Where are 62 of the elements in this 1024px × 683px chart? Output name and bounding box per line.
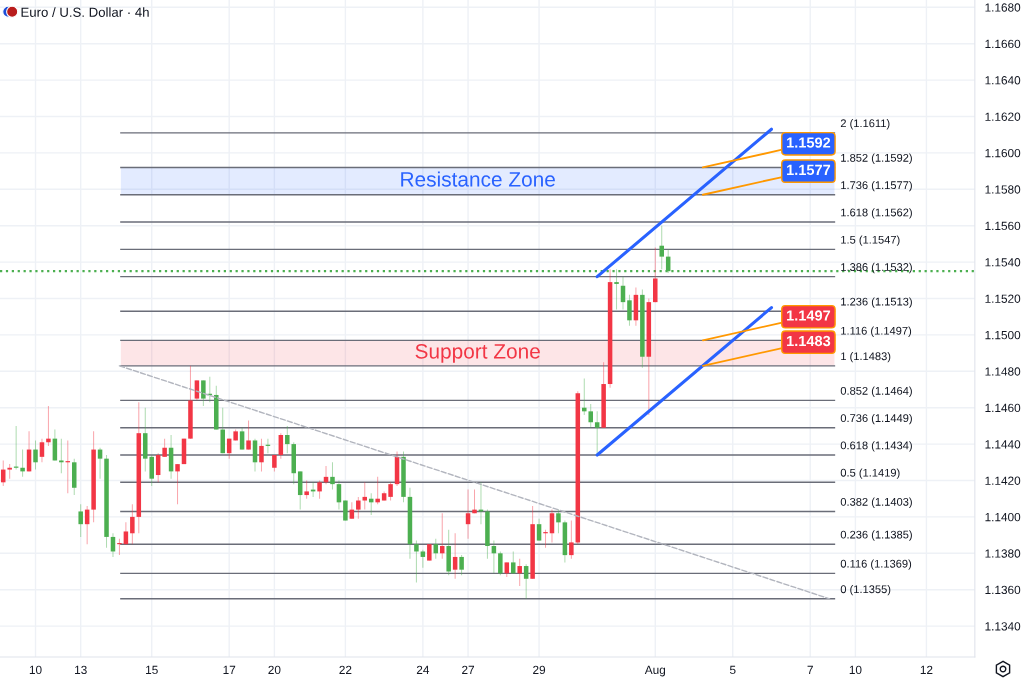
y-tick-label: 1.1640 <box>985 76 1021 85</box>
ref-line-label: 1 (1.1483) <box>841 352 891 363</box>
y-tick-label: 1.1660 <box>985 39 1021 49</box>
ref-line-label: 1.236 (1.1513) <box>841 297 912 308</box>
x-tick-label: Aug <box>644 665 666 677</box>
ref-line-label: 0.618 (1.1434) <box>840 441 912 452</box>
x-tick-label: 24 <box>416 665 430 674</box>
ref-line-label: 1.5 (1.1547) <box>841 235 900 246</box>
y-tick-label: 1.1360 <box>985 585 1021 595</box>
x-tick-label: 22 <box>339 665 352 674</box>
x-tick-label: 27 <box>462 665 475 674</box>
x-tick-label: 15 <box>146 665 158 675</box>
y-tick-label: 1.1520 <box>985 294 1021 303</box>
y-tick-label: 1.1580 <box>985 185 1021 194</box>
ref-line-label: 0.236 (1.1385) <box>840 530 912 541</box>
ref-line-label: 1.618 (1.1562) <box>841 208 912 219</box>
annotation: 1.1592 <box>787 137 831 148</box>
y-tick-label: 1.1380 <box>985 549 1021 558</box>
ref-line-label: 0.116 (1.1369) <box>840 559 912 570</box>
y-tick-label: 1.1400 <box>985 512 1021 522</box>
y-tick-label: 1.1420 <box>985 476 1021 485</box>
ref-line-label: 2 (1.1611) <box>840 119 890 130</box>
candlestick <box>46 405 51 446</box>
x-tick-label: 29 <box>533 665 546 675</box>
x-tick-label: 13 <box>75 665 87 675</box>
x-tick-label: 10 <box>29 665 42 675</box>
candlestick <box>614 269 619 310</box>
y-tick-label: 1.1620 <box>985 112 1021 121</box>
band-label: Resistance Zone <box>401 171 555 187</box>
x-tick-label: 7 <box>807 665 813 674</box>
chart-title: Euro / U.S. Dollar · 4h <box>21 7 149 17</box>
x-tick-label: 20 <box>268 665 281 675</box>
ref-line-label: 1.852 (1.1592) <box>841 153 912 164</box>
x-tick-label: 12 <box>920 665 933 674</box>
y-tick-label: 1.1560 <box>985 221 1021 231</box>
x-tick-label: 5 <box>729 665 736 675</box>
ref-line-label: 0.736 (1.1449) <box>840 413 912 425</box>
candlestick <box>543 529 548 548</box>
x-tick-label: 17 <box>223 665 236 674</box>
y-tick-label: 1.1600 <box>985 148 1021 158</box>
annotation: 1.1483 <box>787 335 831 347</box>
y-tick-label: 1.1680 <box>985 3 1021 12</box>
candlestick <box>59 438 64 474</box>
annotation: 1.1497 <box>787 310 831 321</box>
candlestick <box>582 378 587 415</box>
band-label: Support Zone <box>415 343 540 363</box>
ref-line-label: 1.116 (1.1497) <box>841 326 912 337</box>
y-tick-label: 1.1340 <box>985 622 1021 631</box>
x-tick-label: 10 <box>849 665 862 675</box>
candlestick <box>117 538 122 556</box>
ref-line-label: 0.382 (1.1403) <box>840 497 912 508</box>
ref-line-label: 0.5 (1.1419) <box>840 468 900 479</box>
y-tick-label: 1.1540 <box>985 258 1021 267</box>
y-tick-label: 1.1480 <box>985 367 1021 376</box>
ref-line-label: 1.736 (1.1577) <box>841 180 912 192</box>
ref-line-label: 0.852 (1.1464) <box>840 386 912 397</box>
y-tick-label: 1.1500 <box>985 330 1021 340</box>
y-tick-label: 1.1460 <box>985 403 1021 413</box>
y-tick-label: 1.1440 <box>985 440 1021 449</box>
annotation: 1.1577 <box>787 164 831 176</box>
ref-line-label: 1.386 (1.1532) <box>841 262 912 274</box>
ref-line-label: 0 (1.1355) <box>840 584 891 596</box>
